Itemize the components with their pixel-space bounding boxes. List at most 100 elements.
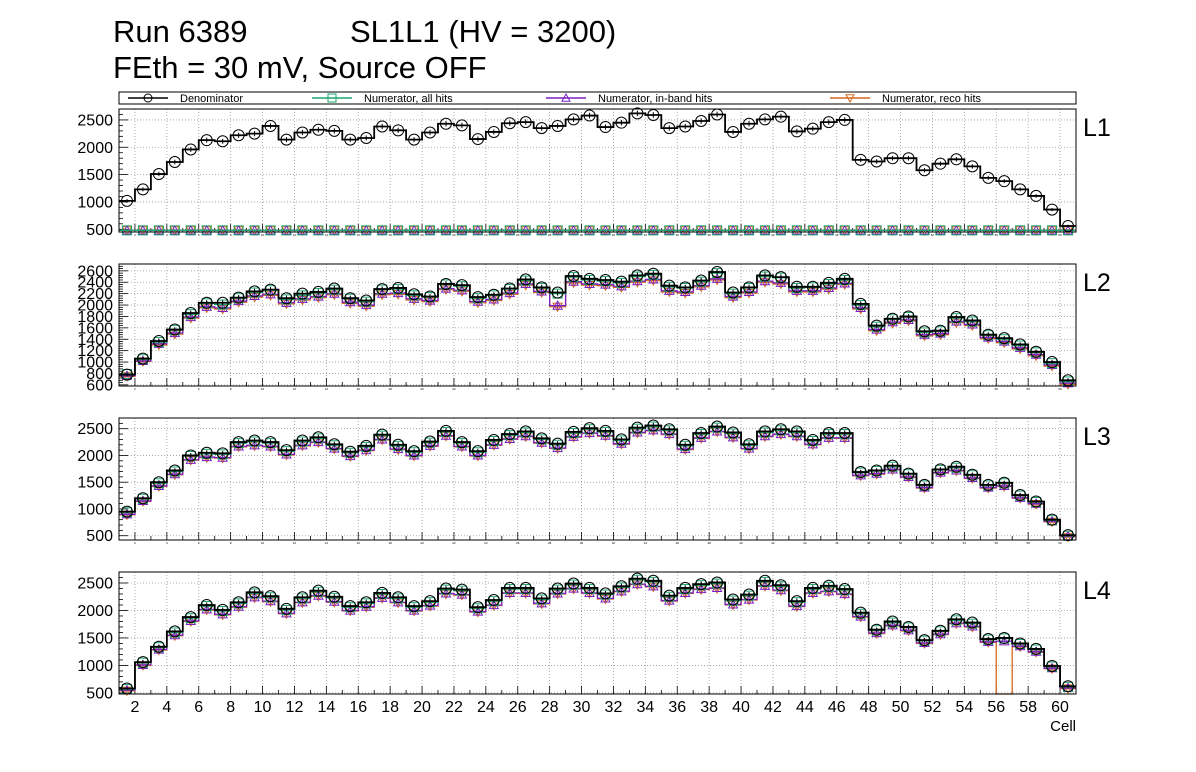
x-tick-label: 12 <box>293 233 297 237</box>
x-tick-label: 18 <box>388 387 392 391</box>
data-point <box>504 433 516 443</box>
data-point <box>1030 495 1043 508</box>
x-tick-label: 50 <box>892 699 910 716</box>
data-point <box>663 589 676 602</box>
y-tick-label: 2000 <box>77 140 113 157</box>
data-point <box>918 634 931 647</box>
x-tick-label: 44 <box>803 541 807 545</box>
x-tick-label: 6 <box>198 387 200 391</box>
data-point <box>935 467 946 477</box>
data-point <box>806 280 819 293</box>
plot-frame <box>118 263 1077 387</box>
data-point <box>185 225 196 236</box>
data-point <box>966 468 979 481</box>
x-tick-label: 40 <box>739 541 743 545</box>
title-superlayer: SL1L1 (HV = 3200) <box>350 14 616 49</box>
data-point <box>599 424 612 437</box>
data-point <box>424 290 437 303</box>
data-point <box>248 434 261 447</box>
data-point <box>520 430 532 441</box>
data-point <box>169 629 181 640</box>
x-tick-label: 24 <box>477 699 495 716</box>
data-point <box>440 430 452 440</box>
x-tick-label: 60 <box>1051 699 1069 716</box>
data-point <box>695 274 708 287</box>
data-point <box>471 601 484 614</box>
data-point <box>679 581 692 594</box>
y-tick-label: 1000 <box>77 501 113 518</box>
data-point <box>790 125 803 138</box>
data-point <box>121 686 133 697</box>
data-point <box>376 120 389 133</box>
data-point <box>743 117 756 130</box>
data-point <box>823 225 834 236</box>
series-line <box>119 112 1076 227</box>
data-point <box>711 576 724 589</box>
x-tick-label: 56 <box>995 233 999 237</box>
data-point <box>584 427 595 438</box>
x-tick-label: 52 <box>931 541 935 545</box>
data-point <box>120 505 133 518</box>
x-tick-label: 14 <box>317 699 335 716</box>
x-tick-label: 2 <box>134 541 136 545</box>
data-point <box>711 420 724 433</box>
data-point <box>822 276 835 289</box>
data-point <box>616 438 627 448</box>
x-tick-label: 16 <box>357 541 361 545</box>
data-point <box>935 328 946 338</box>
data-point <box>200 296 213 309</box>
data-point <box>950 153 963 166</box>
x-tick-label: 30 <box>580 233 584 237</box>
data-point <box>153 338 165 348</box>
data-point <box>312 584 325 597</box>
x-tick-label: 14 <box>325 387 329 391</box>
data-point <box>504 225 515 236</box>
x-tick-label: 38 <box>707 233 711 237</box>
data-point <box>248 127 261 140</box>
data-point <box>790 595 803 608</box>
x-tick-label: 32 <box>605 699 623 716</box>
data-point <box>344 600 357 613</box>
data-point <box>376 428 389 441</box>
data-point <box>1015 225 1026 236</box>
data-point <box>903 225 914 236</box>
data-point <box>471 291 484 304</box>
data-point <box>679 438 692 451</box>
legend-marker-triangle-down <box>845 94 855 104</box>
y-tick-label: 2000 <box>77 448 113 465</box>
data-point <box>727 426 740 439</box>
data-point <box>903 471 914 481</box>
data-point <box>217 299 228 310</box>
x-tick-label: 60 <box>1058 233 1062 237</box>
data-point <box>519 273 532 286</box>
data-point <box>519 116 532 129</box>
data-point <box>982 478 995 491</box>
data-point <box>328 438 341 451</box>
data-point <box>281 225 292 236</box>
legend-box <box>118 91 1077 105</box>
data-point <box>616 280 627 291</box>
data-point <box>727 593 740 606</box>
x-tick-label: 58 <box>1026 541 1030 545</box>
data-point <box>966 314 979 327</box>
data-point <box>663 279 676 292</box>
data-point <box>758 574 771 587</box>
data-point <box>647 424 659 435</box>
data-point <box>615 275 628 288</box>
data-point <box>328 124 341 137</box>
x-tick-label: 28 <box>548 541 552 545</box>
data-point <box>743 281 756 294</box>
data-point <box>504 287 516 298</box>
data-point <box>296 434 309 447</box>
plot-frame <box>118 417 1077 541</box>
x-tick-label: 48 <box>867 387 871 391</box>
x-tick-label: 8 <box>226 699 235 716</box>
data-point <box>998 480 1010 491</box>
data-point <box>855 469 867 480</box>
data-point <box>903 624 914 635</box>
data-point <box>392 124 405 137</box>
data-point <box>870 623 883 636</box>
data-point <box>280 444 293 457</box>
y-tick-label: 1600 <box>77 320 113 337</box>
data-point <box>536 225 547 236</box>
